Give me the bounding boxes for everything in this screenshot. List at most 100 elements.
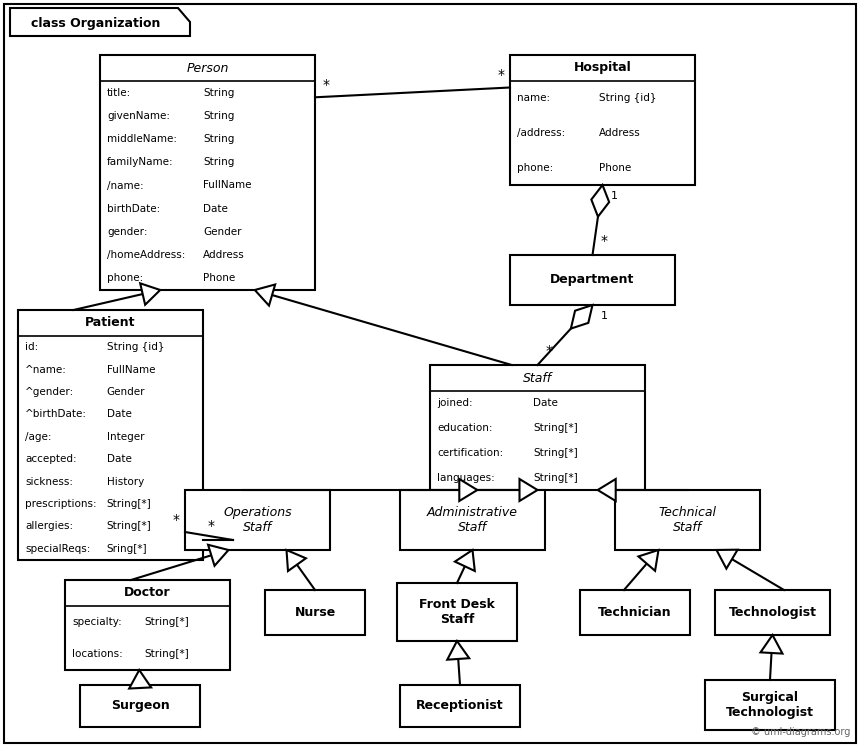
Bar [185, 490, 330, 550]
Text: History: History [107, 477, 144, 486]
Text: Nurse: Nurse [294, 606, 335, 619]
Text: languages:: languages: [437, 473, 494, 483]
Text: Technologist: Technologist [728, 606, 816, 619]
Text: Technical
Staff: Technical Staff [659, 506, 716, 534]
Bar [100, 55, 315, 290]
Polygon shape [638, 550, 659, 571]
Text: *: * [173, 513, 180, 527]
Text: Receptionist: Receptionist [416, 699, 504, 713]
Text: title:: title: [107, 87, 132, 98]
Text: *: * [323, 78, 330, 93]
Bar [65, 580, 230, 670]
Text: String[*]: String[*] [144, 649, 189, 659]
Bar [397, 583, 517, 641]
Text: givenName:: givenName: [107, 111, 170, 121]
Text: Date: Date [107, 409, 132, 419]
Text: ^gender:: ^gender: [25, 387, 74, 397]
Text: locations:: locations: [72, 649, 123, 659]
Bar [400, 490, 545, 550]
Text: 1: 1 [611, 191, 617, 201]
Text: Gender: Gender [203, 227, 242, 237]
Text: Surgical
Technologist: Surgical Technologist [726, 691, 814, 719]
Text: FullName: FullName [203, 181, 252, 190]
Text: /age:: /age: [25, 432, 52, 441]
Bar [430, 365, 645, 490]
Text: Patient: Patient [85, 317, 136, 329]
Text: Technician: Technician [599, 606, 672, 619]
Text: sickness:: sickness: [25, 477, 73, 486]
Text: *: * [545, 344, 552, 358]
Text: accepted:: accepted: [25, 454, 77, 464]
Polygon shape [286, 550, 306, 571]
Text: Surgeon: Surgeon [111, 699, 169, 713]
Text: phone:: phone: [107, 273, 144, 283]
Text: joined:: joined: [437, 398, 473, 409]
Text: Phone: Phone [203, 273, 236, 283]
Text: *: * [208, 519, 215, 533]
Text: Gender: Gender [107, 387, 145, 397]
Bar [510, 255, 675, 305]
Bar [615, 490, 760, 550]
Polygon shape [716, 550, 738, 568]
Polygon shape [129, 670, 151, 689]
Polygon shape [459, 479, 477, 501]
Text: middleName:: middleName: [107, 134, 177, 144]
Bar [705, 680, 835, 730]
Text: birthDate:: birthDate: [107, 204, 160, 214]
Text: /address:: /address: [517, 128, 565, 138]
Text: Address: Address [203, 250, 245, 260]
Polygon shape [255, 285, 275, 306]
Bar [265, 590, 365, 635]
Text: String[*]: String[*] [107, 521, 151, 531]
Text: allergies:: allergies: [25, 521, 73, 531]
Text: String[*]: String[*] [107, 499, 151, 509]
Text: © uml-diagrams.org: © uml-diagrams.org [751, 727, 850, 737]
Text: String: String [203, 111, 235, 121]
Bar [400, 685, 520, 727]
Text: *: * [600, 234, 607, 248]
Bar [18, 310, 203, 560]
Text: Staff: Staff [523, 371, 552, 385]
Text: Person: Person [187, 61, 229, 75]
Text: Doctor: Doctor [124, 586, 171, 600]
Text: Address: Address [599, 128, 641, 138]
Text: specialReqs:: specialReqs: [25, 544, 90, 554]
Text: certification:: certification: [437, 448, 503, 458]
Polygon shape [455, 550, 475, 571]
Polygon shape [447, 641, 470, 660]
Bar [510, 55, 695, 185]
Text: String[*]: String[*] [144, 617, 189, 627]
Text: id:: id: [25, 342, 38, 352]
Text: String[*]: String[*] [533, 473, 578, 483]
Text: Integer: Integer [107, 432, 144, 441]
Polygon shape [519, 479, 538, 501]
Polygon shape [598, 479, 616, 501]
Polygon shape [760, 635, 783, 654]
Bar [80, 685, 200, 727]
Text: prescriptions:: prescriptions: [25, 499, 96, 509]
Text: familyName:: familyName: [107, 158, 174, 167]
Text: String[*]: String[*] [533, 423, 578, 433]
Text: ^name:: ^name: [25, 365, 67, 374]
Text: String {id}: String {id} [107, 342, 164, 352]
Text: String[*]: String[*] [533, 448, 578, 458]
Text: Date: Date [107, 454, 132, 464]
Text: Sring[*]: Sring[*] [107, 544, 147, 554]
Text: specialty:: specialty: [72, 617, 122, 627]
Polygon shape [208, 545, 229, 565]
Text: education:: education: [437, 423, 493, 433]
Text: Department: Department [550, 273, 635, 287]
Text: Date: Date [203, 204, 228, 214]
Text: String: String [203, 87, 235, 98]
Text: phone:: phone: [517, 163, 553, 173]
Polygon shape [10, 8, 190, 36]
Polygon shape [592, 185, 609, 217]
Text: /homeAddress:: /homeAddress: [107, 250, 186, 260]
Text: Hospital: Hospital [574, 61, 631, 75]
Text: /name:: /name: [107, 181, 144, 190]
Bar [715, 590, 830, 635]
Bar [580, 590, 690, 635]
Text: Phone: Phone [599, 163, 631, 173]
Text: ^birthDate:: ^birthDate: [25, 409, 87, 419]
Text: Administrative
Staff: Administrative Staff [427, 506, 518, 534]
